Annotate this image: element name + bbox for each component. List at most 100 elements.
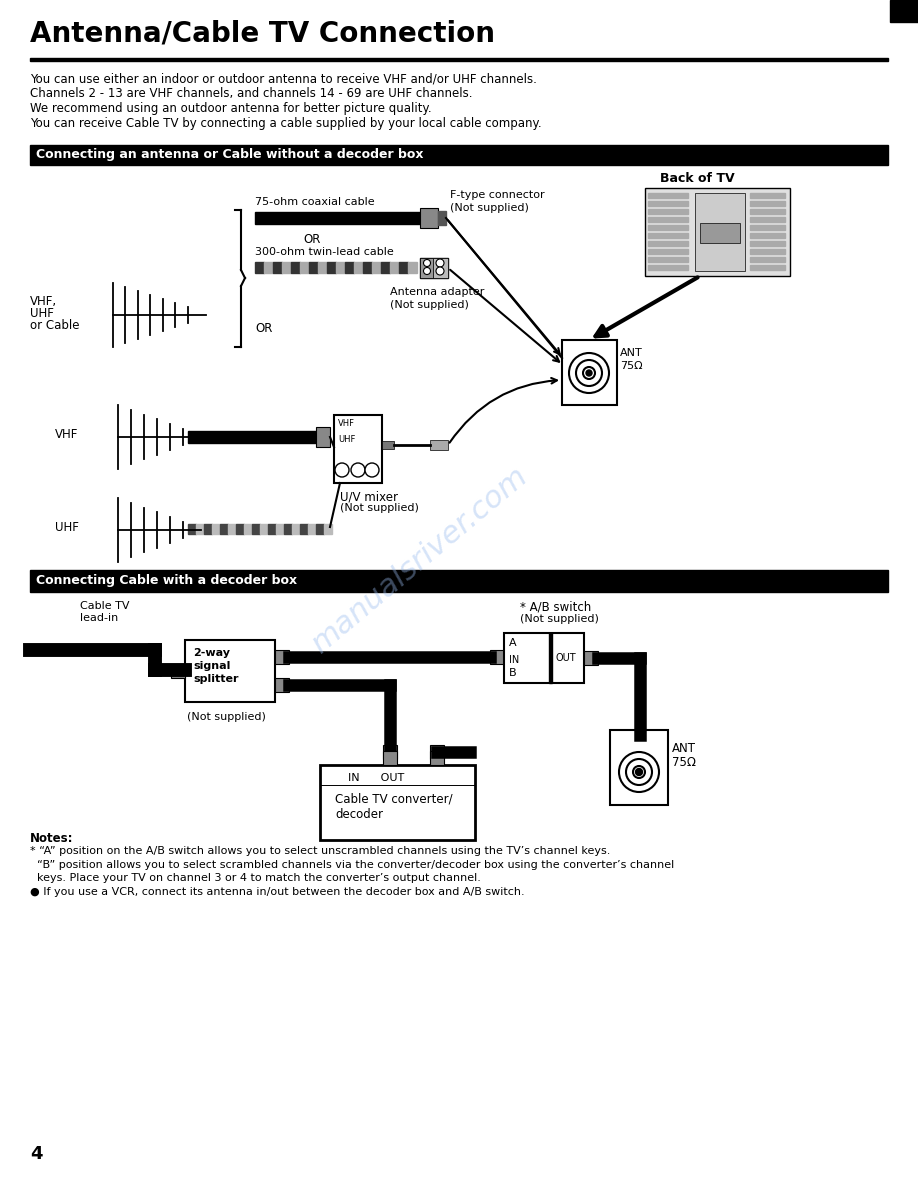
Bar (648, 241, 688, 246)
Bar (196, 524, 204, 534)
Bar (648, 233, 688, 238)
Text: manualsriver.com: manualsriver.com (307, 461, 533, 659)
Bar (645, 188, 790, 276)
Bar (750, 193, 785, 198)
Bar (284, 524, 292, 534)
Bar (282, 262, 291, 273)
Bar (363, 262, 372, 273)
Text: 75Ω: 75Ω (620, 361, 643, 371)
Text: Channels 2 - 13 are VHF channels, and channels 14 - 69 are UHF channels.: Channels 2 - 13 are VHF channels, and ch… (30, 87, 473, 100)
Bar (381, 262, 390, 273)
Circle shape (586, 370, 592, 376)
Bar (695, 193, 745, 271)
Bar (648, 225, 688, 230)
Bar (318, 262, 327, 273)
Bar (399, 262, 408, 273)
Bar (750, 249, 785, 254)
Text: IN: IN (509, 655, 520, 665)
Text: ANT: ANT (620, 348, 643, 358)
Text: Antenna/Cable TV Connection: Antenna/Cable TV Connection (30, 20, 495, 49)
Bar (420, 258, 448, 278)
Bar (750, 209, 785, 214)
Bar (420, 258, 433, 278)
Bar (320, 766, 475, 840)
Bar (255, 262, 264, 273)
Bar (188, 431, 318, 443)
Bar (750, 225, 785, 230)
Bar (438, 211, 446, 225)
Text: (Not supplied): (Not supplied) (520, 614, 599, 624)
Text: You can use either an indoor or outdoor antenna to receive VHF and/or UHF channe: You can use either an indoor or outdoor … (30, 72, 537, 85)
Circle shape (583, 367, 595, 379)
Bar (204, 524, 212, 534)
Bar (309, 262, 318, 273)
Text: lead-in: lead-in (80, 613, 118, 623)
Circle shape (423, 260, 431, 267)
Bar (30, 570, 888, 592)
Text: 2-way: 2-way (193, 648, 230, 658)
Bar (633, 735, 647, 749)
Text: (Not supplied): (Not supplied) (340, 502, 419, 513)
Bar (383, 745, 397, 760)
Text: (Not supplied): (Not supplied) (390, 300, 469, 310)
Text: VHF: VHF (55, 428, 78, 441)
Bar (750, 241, 785, 246)
Bar (490, 651, 504, 664)
Circle shape (626, 760, 652, 784)
Bar (549, 633, 552, 683)
Text: U/V mixer: U/V mixer (340, 491, 398, 502)
Bar (890, 0, 918, 23)
Bar (308, 524, 316, 534)
Bar (584, 651, 598, 665)
Circle shape (635, 769, 643, 775)
Bar (188, 524, 196, 534)
Bar (433, 258, 448, 278)
Bar (316, 427, 330, 447)
Text: Antenna adapter: Antenna adapter (390, 287, 485, 297)
Bar (382, 441, 394, 449)
Text: * A/B switch: * A/B switch (520, 601, 591, 614)
Text: ANT: ANT (672, 742, 696, 755)
Circle shape (335, 463, 349, 478)
Bar (430, 745, 444, 760)
Bar (30, 58, 888, 60)
Bar (750, 233, 785, 238)
Bar (430, 440, 448, 450)
Text: B: B (509, 668, 517, 678)
Bar (750, 265, 785, 270)
Text: UHF: UHF (55, 521, 79, 534)
Bar (244, 524, 252, 534)
Bar (648, 209, 688, 214)
Text: 300-ohm twin-lead cable: 300-ohm twin-lead cable (255, 246, 394, 257)
Bar (336, 262, 345, 273)
Bar (275, 678, 289, 692)
Bar (292, 524, 300, 534)
Circle shape (436, 260, 444, 267)
Bar (228, 524, 236, 534)
Text: UHF: UHF (30, 307, 54, 320)
Bar (255, 212, 420, 224)
Bar (212, 524, 220, 534)
Bar (648, 193, 688, 198)
Bar (408, 262, 417, 273)
Bar (420, 209, 438, 228)
Bar (291, 262, 300, 273)
Bar (300, 524, 308, 534)
Text: * “A” position on the A/B switch allows you to select unscrambled channels using: * “A” position on the A/B switch allows … (30, 846, 610, 856)
Text: OR: OR (303, 233, 320, 246)
Bar (236, 524, 244, 534)
Bar (700, 223, 740, 243)
Bar (268, 524, 276, 534)
Text: OUT: OUT (556, 653, 577, 662)
Text: Connecting Cable with a decoder box: Connecting Cable with a decoder box (36, 574, 297, 587)
Bar (327, 262, 336, 273)
Bar (648, 249, 688, 254)
Text: splitter: splitter (193, 674, 239, 684)
Bar (30, 145, 888, 165)
Bar (300, 262, 309, 273)
Bar (276, 524, 284, 534)
Bar (562, 340, 617, 405)
Bar (610, 730, 668, 805)
Bar (334, 415, 382, 483)
Text: You can receive Cable TV by connecting a cable supplied by your local cable comp: You can receive Cable TV by connecting a… (30, 117, 542, 130)
